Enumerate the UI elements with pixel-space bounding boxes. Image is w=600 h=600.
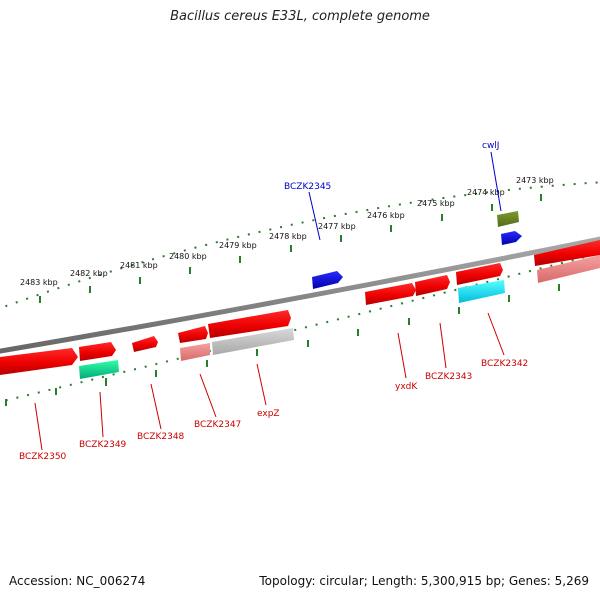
label-bczk2348: BCZK2348 xyxy=(137,432,185,442)
tick-label: 2474 kbp xyxy=(467,188,505,197)
gene-bczk2349-green[interactable] xyxy=(79,360,119,379)
gene-bczk2349[interactable] xyxy=(79,342,116,361)
gene-bczk2350[interactable] xyxy=(0,348,78,375)
label-bczk2343: BCZK2343 xyxy=(425,372,472,382)
label-leaders xyxy=(34,151,505,451)
gene-bczk2345[interactable] xyxy=(312,271,343,289)
map-title: Bacillus cereus E33L, complete genome xyxy=(170,9,430,24)
genome-summary-text: Topology: circular; Length: 5,300,915 bp… xyxy=(259,574,589,588)
gene-bczk2343[interactable] xyxy=(415,275,450,296)
label-bczk2350: BCZK2350 xyxy=(19,452,67,462)
accession-text: Accession: NC_006274 xyxy=(9,574,146,588)
inner-ruler xyxy=(0,252,600,403)
tick-label: 2476 kbp xyxy=(367,211,405,220)
tick-label: 2480 kbp xyxy=(169,252,207,261)
outer-major-ticks xyxy=(39,194,542,303)
gene-bczk2347-pink[interactable] xyxy=(180,343,210,361)
tick-label: 2473 kbp xyxy=(516,176,554,185)
lower-features xyxy=(0,263,505,379)
gene-labels: cwlJ BCZK2345 BCZK2350 BCZK2349 BCZK2348… xyxy=(19,141,528,462)
gene-bczk2342-cyan[interactable] xyxy=(458,280,505,303)
gene-yxdk[interactable] xyxy=(365,283,416,305)
label-bczk2342: BCZK2342 xyxy=(481,359,528,369)
tick-label: 2483 kbp xyxy=(20,278,58,287)
gene-bczk2342[interactable] xyxy=(456,263,503,285)
label-cwlj: cwlJ xyxy=(482,141,499,151)
label-expz: expZ xyxy=(257,409,280,419)
gene-expz-grey[interactable] xyxy=(212,328,294,355)
tick-label: 2478 kbp xyxy=(269,232,307,241)
outer-ruler xyxy=(0,181,600,310)
tick-labels: 2483 kbp 2482 kbp 2481 kbp 2480 kbp 2479… xyxy=(20,176,554,287)
tick-label: 2475 kbp xyxy=(417,199,455,208)
upper-features xyxy=(312,211,600,289)
label-bczk2345: BCZK2345 xyxy=(284,182,331,192)
gene-bczk2347[interactable] xyxy=(178,326,208,343)
inner-major-ticks xyxy=(5,284,560,406)
label-yxdk: yxdK xyxy=(395,382,418,392)
tick-label: 2479 kbp xyxy=(219,241,257,250)
gene-upper-right[interactable] xyxy=(534,240,600,266)
tick-label: 2481 kbp xyxy=(120,261,158,270)
gene-cwlj-rna[interactable] xyxy=(497,211,519,227)
gene-upper-right-pink[interactable] xyxy=(537,255,600,283)
genome-backbone xyxy=(0,236,600,354)
gene-expz[interactable] xyxy=(208,310,291,338)
label-bczk2349: BCZK2349 xyxy=(79,440,127,450)
label-bczk2347: BCZK2347 xyxy=(194,420,241,430)
gene-cwlj[interactable] xyxy=(501,231,522,245)
gene-bczk2348[interactable] xyxy=(132,336,158,352)
tick-label: 2477 kbp xyxy=(318,222,356,231)
tick-label: 2482 kbp xyxy=(70,269,108,278)
